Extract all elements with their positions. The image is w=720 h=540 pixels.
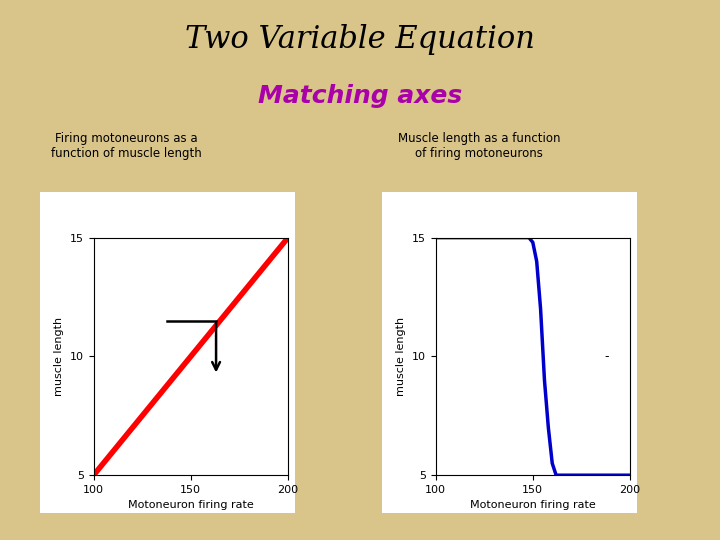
Y-axis label: muscle length: muscle length (396, 317, 406, 396)
Text: -: - (604, 350, 609, 363)
Text: Firing motoneurons as a
function of muscle length: Firing motoneurons as a function of musc… (50, 132, 202, 160)
X-axis label: Motoneuron firing rate: Motoneuron firing rate (128, 501, 253, 510)
Y-axis label: muscle length: muscle length (54, 317, 64, 396)
Text: Matching axes: Matching axes (258, 84, 462, 107)
Text: Two Variable Equation: Two Variable Equation (185, 24, 535, 55)
Text: Muscle length as a function
of firing motoneurons: Muscle length as a function of firing mo… (397, 132, 560, 160)
X-axis label: Motoneuron firing rate: Motoneuron firing rate (470, 501, 595, 510)
